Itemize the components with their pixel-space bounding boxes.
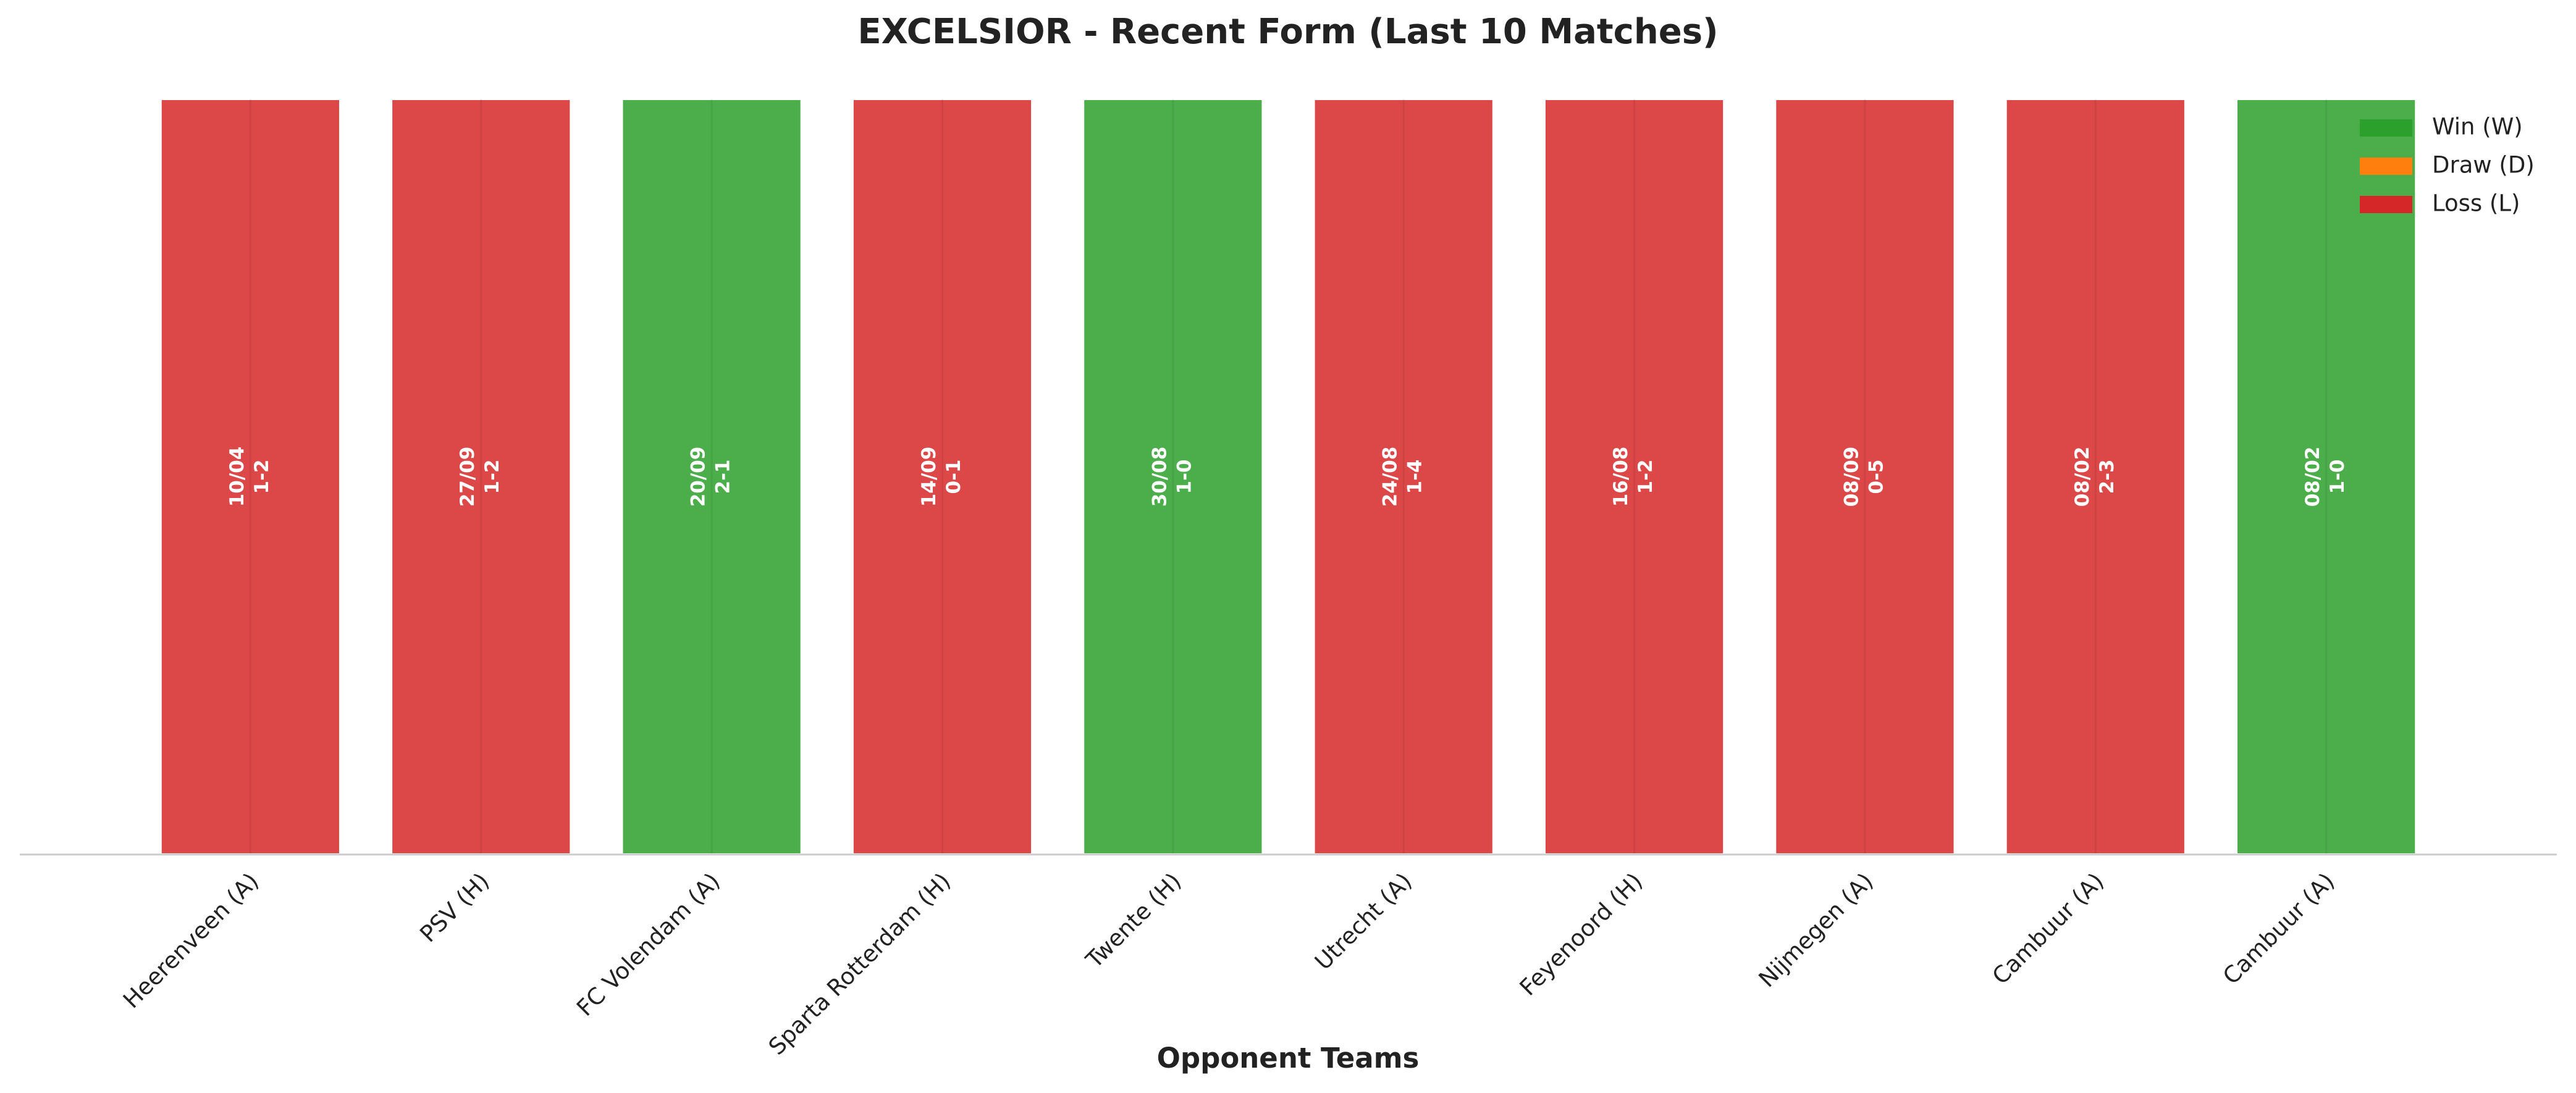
bar-label: 10/04 1-2 (226, 447, 273, 507)
bar-score: 2-1 (712, 459, 734, 494)
bar-score: 1-2 (251, 459, 273, 494)
bar-score: 0-1 (943, 459, 965, 494)
bar (1082, 98, 1265, 856)
x-tick-label: Heerenveen (A) (118, 867, 264, 1013)
bar (1312, 98, 1495, 856)
bar-date: 20/09 (688, 447, 710, 507)
bar (851, 98, 1034, 856)
chart-title: EXCELSIOR - Recent Form (Last 10 Matches… (857, 12, 1718, 52)
bar-label: 20/09 2-1 (688, 447, 734, 507)
bar-score: 1-2 (1635, 459, 1657, 494)
bar (390, 98, 573, 856)
bar-score: 0-5 (1865, 459, 1887, 494)
bar-label: 08/02 1-0 (2302, 447, 2349, 507)
bar (620, 98, 803, 856)
legend-label: Draw (D) (2432, 152, 2535, 179)
bar-score: 2-3 (2096, 459, 2118, 494)
x-tick-label: Sparta Rotterdam (H) (764, 867, 956, 1060)
bar-date: 10/04 (226, 447, 248, 507)
bar-label: 30/08 1-0 (1148, 447, 1195, 507)
bar-date: 08/02 (2071, 447, 2094, 507)
bar (159, 98, 342, 856)
bar-date: 27/09 (457, 447, 479, 507)
x-tick-label: Cambuur (A) (2218, 867, 2339, 989)
bar-score: 1-4 (1404, 459, 1426, 494)
legend-swatch (2360, 158, 2412, 175)
bar-score: 1-2 (481, 459, 503, 494)
bar-date: 16/08 (1610, 447, 1632, 507)
bar-label: 27/09 1-2 (457, 447, 503, 507)
legend-label: Win (W) (2432, 114, 2523, 140)
bar-score: 1-0 (1173, 459, 1195, 494)
bar-date: 08/09 (1840, 447, 1863, 507)
bar-label: 08/09 0-5 (1840, 447, 1887, 507)
bar-label: 16/08 1-2 (1610, 447, 1657, 507)
bar-label: 14/09 0-1 (918, 447, 965, 507)
x-tick-label: PSV (H) (415, 867, 494, 947)
x-tick-label: Nijmegen (A) (1754, 867, 1879, 992)
bar (1543, 98, 1726, 856)
bar-date: 14/09 (918, 447, 940, 507)
bar-score: 1-0 (2326, 459, 2349, 494)
x-tick-label: Cambuur (A) (1987, 867, 2109, 989)
x-tick-label: Utrecht (A) (1310, 867, 1417, 975)
bar-date: 08/02 (2302, 447, 2324, 507)
legend-label: Loss (L) (2432, 190, 2520, 217)
bar-label: 08/02 2-3 (2071, 447, 2118, 507)
bar-label: 24/08 1-4 (1379, 447, 1426, 507)
legend-swatch (2360, 196, 2412, 213)
bar-date: 30/08 (1148, 447, 1171, 507)
x-tick-label: Feyenoord (H) (1515, 867, 1648, 1001)
x-tick-label: FC Volendam (A) (571, 867, 725, 1021)
bar (2235, 98, 2418, 856)
x-tick-label: Twente (H) (1080, 867, 1187, 974)
bar-date: 24/08 (1379, 447, 1402, 507)
x-axis-label: Opponent Teams (1157, 1042, 1420, 1074)
legend-swatch (2360, 119, 2412, 137)
